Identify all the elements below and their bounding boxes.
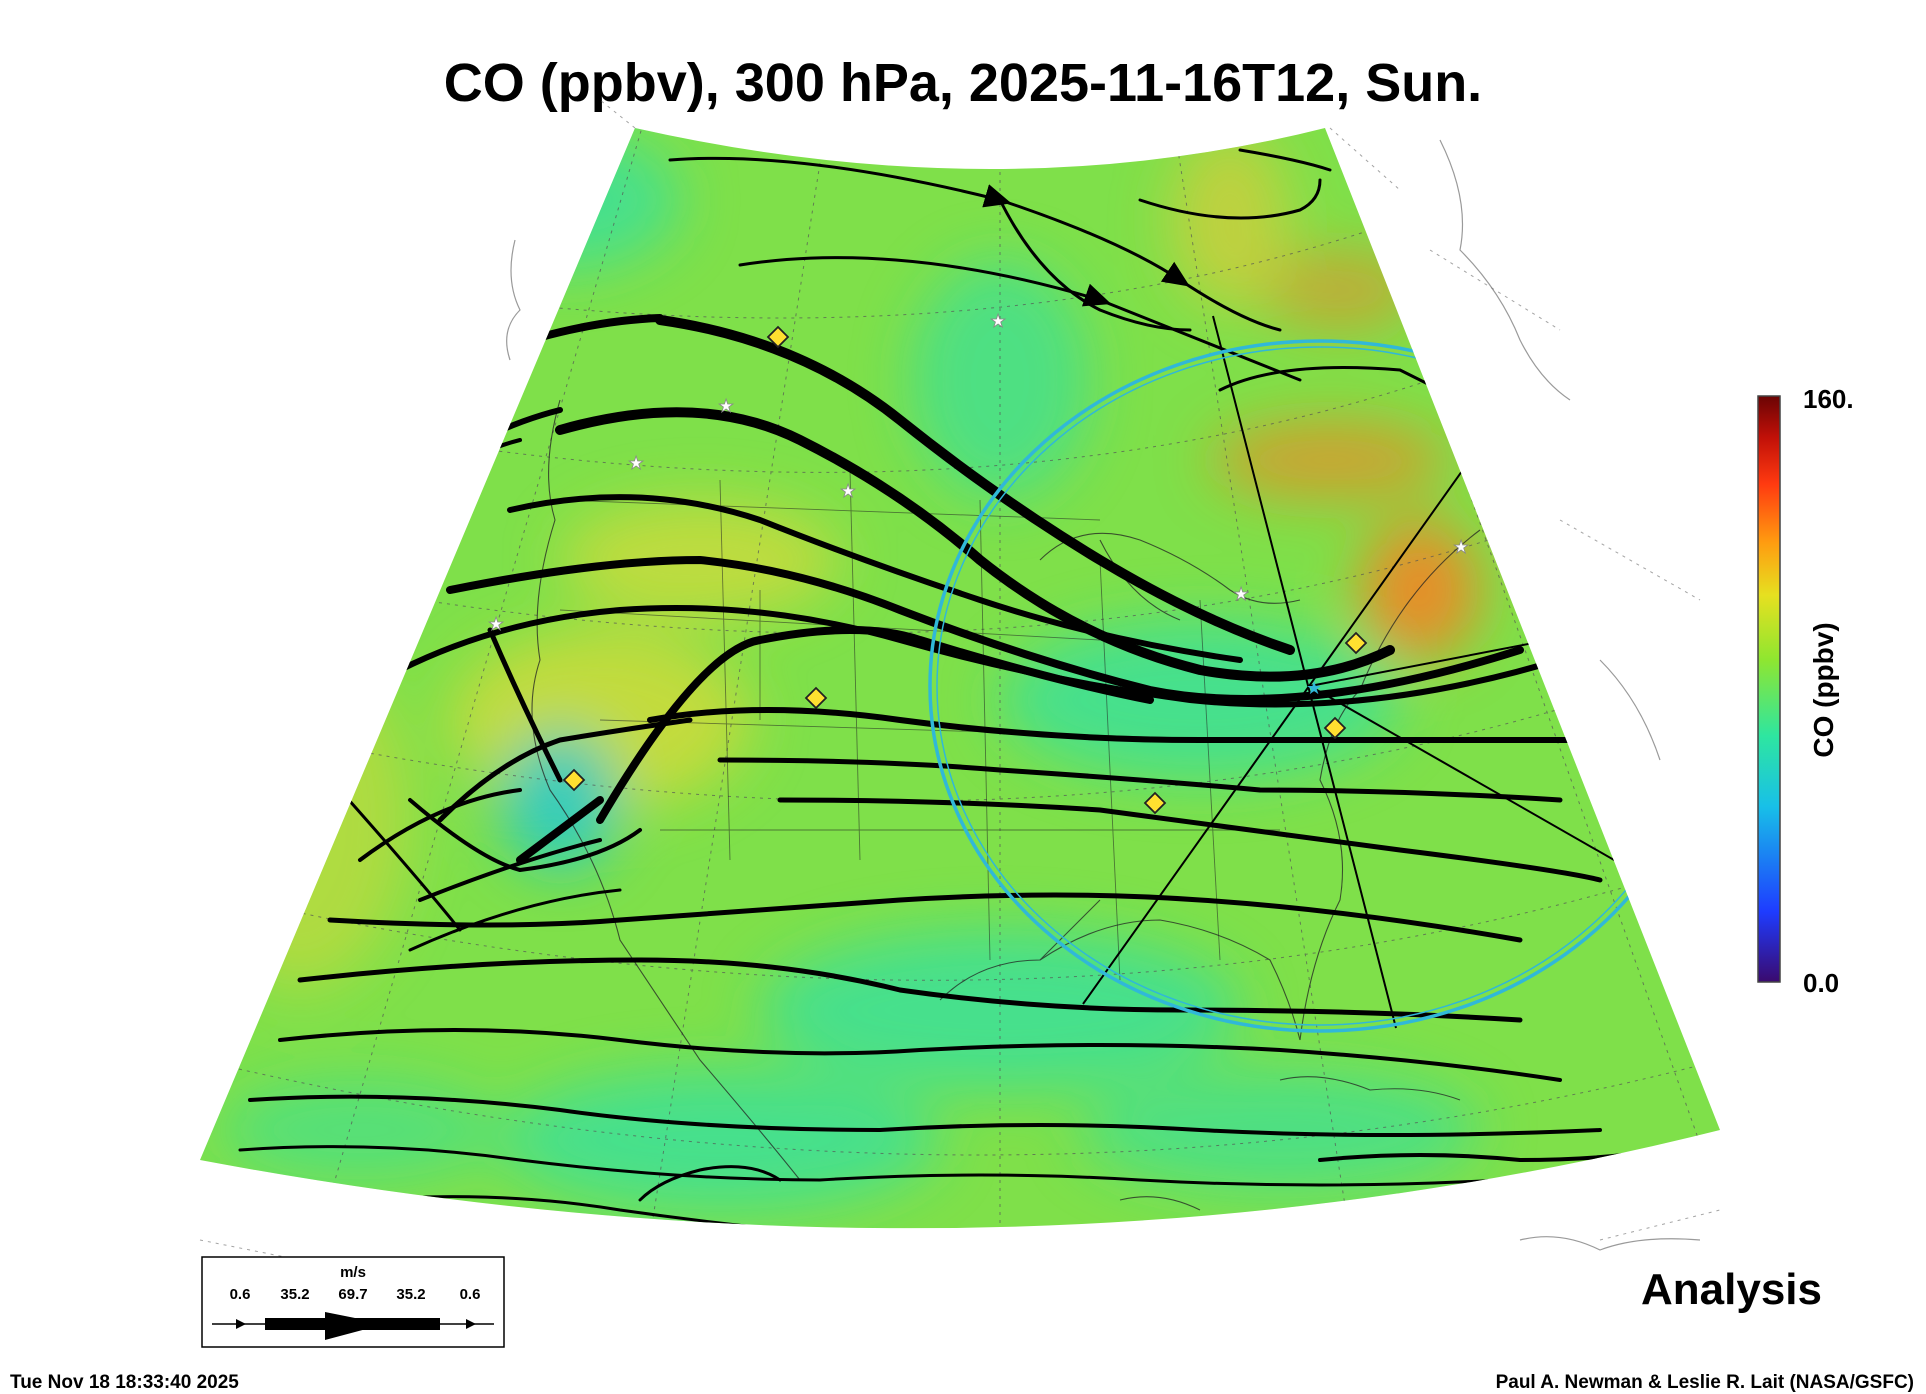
svg-text:★: ★ — [1453, 537, 1469, 557]
yellow-diamond-icon — [804, 686, 828, 710]
colorbar-max-label: 160. — [1803, 384, 1854, 414]
co-field: ★ ★ ★ ★ ★ ★ ★ — [200, 128, 1720, 1229]
center-star-icon: ★ — [1306, 678, 1322, 698]
svg-text:★: ★ — [628, 453, 644, 473]
yellow-diamond-icon — [766, 325, 790, 349]
svg-text:★: ★ — [488, 614, 504, 634]
svg-text:★: ★ — [840, 481, 856, 501]
wind-legend-value: 0.6 — [230, 1286, 251, 1303]
page-title: CO (ppbv), 300 hPa, 2025-11-16T12, Sun. — [443, 53, 1483, 113]
colorbar-title: CO (ppbv) — [1808, 622, 1839, 757]
wind-legend-value: 69.7 — [338, 1286, 367, 1303]
colorbar: 160. 0.0 CO (ppbv) — [1757, 384, 1854, 998]
svg-text:★: ★ — [1233, 584, 1249, 604]
coastlines — [531, 399, 1481, 1211]
wind-legend: m/s 0.6 35.2 69.7 35.2 0.6 — [201, 1256, 505, 1348]
credit: Paul A. Newman & Leslie R. Lait (NASA/GS… — [1495, 1372, 1914, 1393]
yellow-diamond-icon — [1143, 791, 1167, 815]
wind-legend-value: 35.2 — [280, 1286, 309, 1303]
outside-coastlines — [506, 139, 1701, 1251]
yellow-diamond-icon — [1344, 631, 1368, 655]
svg-text:★: ★ — [718, 396, 734, 416]
site-markers — [562, 325, 1368, 815]
outer-graticule — [199, 99, 1721, 1261]
colorbar-min-label: 0.0 — [1803, 968, 1839, 998]
station-stars: ★ ★ ★ ★ ★ ★ ★ — [488, 311, 1470, 635]
wind-legend-unit: m/s — [340, 1264, 366, 1281]
colorbar-gradient — [1757, 395, 1781, 983]
wind-legend-value: 0.6 — [460, 1286, 481, 1303]
timestamp: Tue Nov 18 18:33:40 2025 — [10, 1372, 239, 1393]
product-label: Analysis — [1641, 1265, 1822, 1314]
svg-text:★: ★ — [990, 311, 1006, 331]
wind-legend-value: 35.2 — [396, 1286, 425, 1303]
yellow-diamond-icon — [562, 768, 586, 792]
yellow-diamond-icon — [1323, 716, 1347, 740]
